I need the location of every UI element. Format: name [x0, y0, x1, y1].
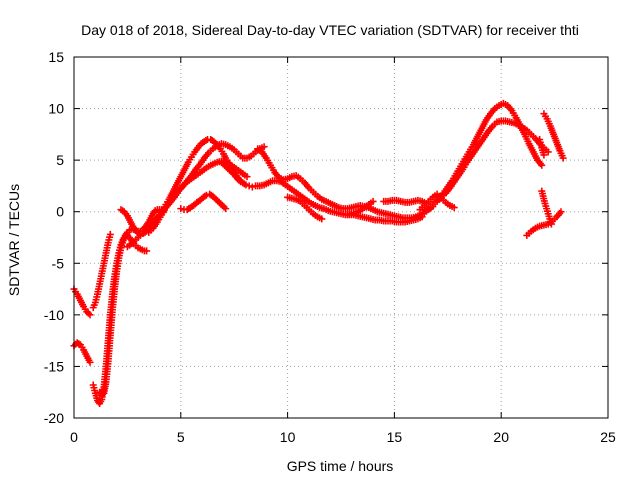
series-track-r [416, 190, 458, 214]
series-track-m [284, 193, 326, 223]
data-point [547, 220, 555, 228]
series-track-i [177, 190, 230, 214]
data-point [222, 205, 230, 213]
data-point [418, 213, 426, 221]
x-tick-label: 20 [493, 429, 509, 445]
series-track-e [96, 206, 168, 399]
axis-ticks: 0 5 10 15 20 25 -20 -15 -10 -5 0 5 10 15 [44, 49, 616, 445]
y-tick-label: 5 [56, 152, 64, 168]
y-tick-label: 0 [56, 204, 64, 220]
series-track-u [538, 187, 555, 228]
series-track-l [252, 177, 426, 226]
y-tick-label: -15 [44, 358, 64, 374]
data-point [557, 208, 565, 216]
data-point [242, 181, 250, 189]
series-track-n [343, 197, 377, 219]
data-point [540, 151, 548, 159]
series-track-s [540, 110, 567, 162]
data-point [237, 178, 245, 186]
data-point [248, 183, 256, 191]
data-point [260, 143, 268, 151]
plot-frame [73, 56, 609, 419]
series-track-o [380, 196, 430, 207]
y-tick-label: -5 [52, 255, 65, 271]
data-point [559, 154, 567, 162]
series-track-j [217, 158, 245, 186]
data-point [369, 197, 377, 205]
y-axis-label: SDTVAR / TECUs [6, 184, 22, 296]
y-tick-label: 15 [48, 49, 64, 65]
data-point [245, 182, 253, 190]
x-tick-label: 10 [280, 429, 296, 445]
data-point [86, 358, 94, 366]
data-point [86, 311, 94, 319]
data-point [143, 247, 151, 255]
series-track-a [70, 285, 94, 319]
series-track-t [523, 208, 565, 239]
series-track-b [70, 339, 94, 366]
grid [74, 57, 608, 418]
data-marks [70, 99, 567, 408]
x-tick-label: 15 [387, 429, 403, 445]
series-track-v [536, 136, 548, 159]
series-track-c [89, 230, 114, 312]
x-tick-label: 5 [177, 429, 185, 445]
data-point [106, 230, 114, 238]
data-point [177, 205, 185, 213]
series-track-q [433, 117, 552, 205]
data-point [243, 173, 251, 181]
x-tick-label: 0 [70, 429, 78, 445]
data-point [450, 204, 458, 212]
x-tick-label: 25 [600, 429, 616, 445]
data-point [318, 215, 326, 223]
data-point [538, 161, 546, 169]
y-tick-label: -20 [44, 410, 64, 426]
y-tick-label: -10 [44, 307, 64, 323]
x-axis-label: GPS time / hours [287, 458, 394, 474]
series-track-g [123, 140, 268, 251]
y-tick-label: 10 [48, 101, 64, 117]
chart-title: Day 018 of 2018, Sidereal Day-to-day VTE… [81, 22, 579, 38]
